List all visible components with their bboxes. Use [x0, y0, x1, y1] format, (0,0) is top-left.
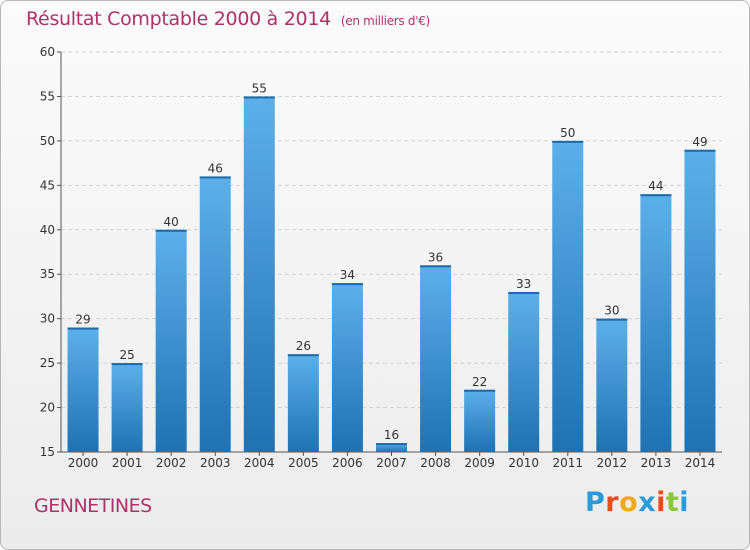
- proxiti-logo[interactable]: Proxiti: [585, 487, 689, 518]
- y-tick-label: 40: [40, 223, 55, 237]
- bar-top-edge: [464, 389, 496, 392]
- bar-top-edge: [331, 283, 363, 286]
- chart-title-text: Résultat Comptable 2000 à 2014: [26, 8, 331, 30]
- y-tick-label: 25: [40, 356, 55, 370]
- bar: [67, 327, 99, 452]
- x-tick-label: 2000: [68, 456, 99, 470]
- data-label: 16: [384, 428, 399, 442]
- data-label: 40: [164, 215, 179, 229]
- x-tick-label: 2012: [597, 456, 628, 470]
- bar: [243, 96, 275, 452]
- data-label: 33: [516, 277, 531, 291]
- bar-top-edge: [243, 96, 275, 99]
- chart-title: Résultat Comptable 2000 à 2014 (en millie…: [26, 8, 430, 30]
- data-label: 36: [428, 250, 443, 264]
- y-tick-label: 55: [40, 89, 55, 103]
- bar: [596, 318, 628, 452]
- bar: [552, 140, 584, 452]
- data-label: 25: [119, 348, 134, 362]
- bar-top-edge: [508, 292, 540, 294]
- bar: [155, 229, 187, 452]
- data-label: 34: [340, 268, 355, 282]
- x-tick-label: 2014: [685, 456, 716, 470]
- bar-top-edge: [287, 354, 319, 357]
- bar: [684, 149, 716, 452]
- chart-subtitle: (en milliers d'€): [340, 14, 430, 28]
- bar-top-edge: [596, 318, 628, 321]
- y-tick-label: 60: [40, 45, 55, 59]
- bar: [287, 354, 319, 452]
- logo-letter: i: [656, 487, 666, 518]
- bar: [331, 283, 363, 452]
- place-name: GENNETINES: [34, 495, 152, 517]
- bar-top-edge: [155, 229, 187, 232]
- logo-letter: r: [605, 487, 620, 518]
- y-tick-label: 45: [40, 178, 55, 192]
- x-tick-label: 2002: [156, 456, 187, 470]
- x-tick-label: 2007: [376, 456, 407, 470]
- bar-top-edge: [684, 149, 716, 152]
- x-tick-label: 2001: [112, 456, 143, 470]
- bar: [376, 443, 407, 452]
- x-tick-label: 2005: [288, 456, 319, 470]
- bar: [464, 389, 496, 452]
- x-tick-label: 2009: [464, 456, 495, 470]
- bar-top-edge: [376, 443, 407, 446]
- bar: [508, 292, 540, 452]
- bar-top-edge: [420, 265, 452, 268]
- y-tick-label: 50: [40, 134, 55, 148]
- y-tick-label: 20: [40, 401, 55, 415]
- data-label: 30: [604, 304, 619, 318]
- bar-top-edge: [640, 194, 672, 197]
- x-tick-label: 2003: [200, 456, 231, 470]
- bar-top-edge: [111, 363, 143, 366]
- logo-letter: o: [619, 487, 639, 518]
- x-tick-label: 2013: [641, 456, 672, 470]
- y-tick-label: 35: [40, 267, 55, 281]
- data-label: 46: [208, 161, 223, 175]
- logo-letter: t: [665, 487, 680, 518]
- x-tick-label: 2011: [552, 456, 583, 470]
- data-label: 44: [648, 179, 663, 193]
- data-label: 55: [252, 81, 267, 95]
- data-label: 22: [472, 375, 487, 389]
- bar-top-edge: [552, 140, 584, 143]
- x-tick-label: 2008: [420, 456, 451, 470]
- bar: [640, 194, 672, 452]
- bar-top-edge: [67, 327, 99, 330]
- y-tick-label: 15: [40, 445, 55, 459]
- data-label: 29: [75, 313, 90, 327]
- logo-letter: P: [585, 487, 606, 518]
- bar: [111, 363, 143, 452]
- logo-letter: i: [679, 487, 690, 518]
- x-tick-label: 2010: [508, 456, 539, 470]
- bar-top-edge: [199, 176, 231, 179]
- y-tick-label: 30: [40, 312, 55, 326]
- x-tick-label: 2006: [332, 456, 363, 470]
- data-label: 50: [560, 126, 575, 140]
- data-label: 49: [692, 135, 707, 149]
- x-tick-label: 2004: [244, 456, 275, 470]
- logo-letter: x: [638, 487, 657, 518]
- bar: [199, 176, 231, 452]
- bar: [420, 265, 452, 452]
- data-label: 26: [296, 339, 311, 353]
